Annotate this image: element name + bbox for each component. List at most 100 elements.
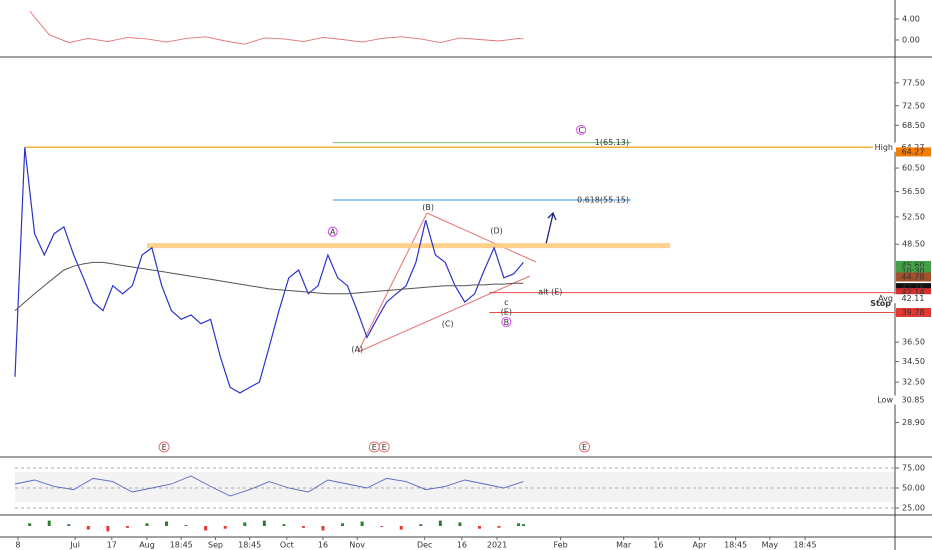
level-label: 1(65.13) (595, 138, 629, 147)
histogram-bar (458, 522, 462, 526)
histogram-bar (106, 526, 110, 532)
event-label: E (372, 443, 377, 452)
line-series (29, 10, 524, 45)
histogram-bar (419, 524, 423, 526)
histogram-bar (517, 523, 521, 526)
histogram-bar (360, 521, 364, 526)
event-marker (579, 441, 591, 453)
price-badge-label: 42.76 (902, 283, 925, 292)
x-tick-label: Feb (554, 541, 568, 550)
x-tick-label: Jul (69, 541, 80, 550)
wave-label: C (578, 126, 584, 135)
histogram-bar (477, 526, 481, 529)
histogram-bar (521, 524, 525, 526)
price-badge (896, 266, 931, 276)
price-badge (896, 142, 931, 152)
price-badge-label: 44.78 (902, 272, 925, 281)
level-label: 0.618(55.15) (577, 195, 629, 204)
price-badge (896, 283, 931, 293)
histogram-bar (165, 521, 169, 526)
wave-label: B (504, 318, 510, 327)
price-badge (896, 260, 931, 270)
price-badge (896, 272, 931, 282)
x-tick-label: Dec (417, 541, 432, 550)
x-tick-label: 17 (107, 541, 117, 550)
price-prefix-bg (873, 294, 896, 304)
histogram-bar (223, 526, 227, 529)
histogram-bar (262, 520, 266, 526)
y-tick-label: 32.50 (902, 378, 925, 387)
x-tick-label: 2021 (487, 541, 507, 550)
histogram-bar (47, 520, 51, 526)
x-tick-label: 18:45 (794, 541, 817, 550)
price-badge (896, 294, 931, 304)
histogram-bar (301, 526, 305, 528)
triangle-line (357, 212, 428, 353)
line-series (14, 261, 524, 311)
x-tick-label: Mar (616, 541, 632, 550)
histogram-bar (145, 523, 149, 526)
y-tick-label: 77.50 (902, 78, 925, 87)
event-marker (378, 441, 390, 453)
y-tick-label: 28.90 (902, 418, 925, 427)
x-tick-label: Sep (208, 541, 223, 550)
x-tick-label: 16 (318, 541, 328, 550)
histogram-bar (497, 526, 501, 528)
y-tick-label: 0.00 (902, 35, 920, 44)
price-prefix: High (875, 143, 893, 152)
price-badge-label: 45.60 (902, 261, 925, 270)
layer: 77.50 72.50 68.50 60.50 56.50 52.50 48.50 36.50… (14, 10, 931, 550)
line-series (14, 147, 524, 394)
histogram-bar (438, 520, 442, 526)
price-badge-label: 10:30 (901, 266, 924, 275)
histogram-bar (86, 526, 90, 530)
event-label: E (162, 443, 167, 452)
y-tick-label: 50.00 (902, 484, 925, 493)
triangle-line (426, 212, 537, 263)
stop-label: Stop (870, 299, 891, 308)
histogram-bar (243, 522, 247, 526)
event-label: E (582, 443, 587, 452)
price-prefix-bg (873, 142, 896, 152)
histogram-bar (67, 524, 71, 526)
histogram-bar (341, 523, 345, 526)
y-tick-label: 60.50 (902, 164, 925, 173)
x-tick-label: 16 (457, 541, 467, 550)
price-badge (896, 147, 931, 157)
event-label: E (382, 443, 387, 452)
rsi-band (15, 472, 895, 502)
triangle-line (357, 275, 531, 353)
wave-label: (B) (422, 203, 434, 212)
y-tick-label: 56.50 (902, 187, 925, 196)
price-badge (896, 395, 931, 405)
price-badge-label: 64.27 (902, 143, 925, 152)
y-tick-label: 52.50 (902, 212, 925, 221)
price-badge-label: 39.78 (902, 308, 925, 317)
histogram-bar (321, 526, 325, 531)
y-tick-label: 34.50 (902, 357, 925, 366)
event-marker (158, 441, 170, 453)
y-tick-label: 68.50 (902, 121, 925, 130)
x-tick-label: Aug (139, 541, 155, 550)
price-badge (896, 307, 931, 317)
x-tick-label: Oct (280, 541, 294, 550)
histogram-bar (184, 525, 188, 526)
histogram-bar (380, 526, 384, 527)
wave-label: (D) (490, 226, 502, 235)
price-badge-label: 64.27 (902, 147, 925, 156)
price-badge-label: 42.14 (902, 288, 925, 297)
histogram-bar (399, 526, 403, 530)
y-tick-label: 25.00 (902, 504, 925, 513)
histogram-bar (204, 526, 208, 531)
line-series (14, 475, 524, 497)
arrow-head (547, 211, 557, 221)
wave-circle (501, 316, 512, 327)
price-prefix: Low (877, 396, 893, 405)
x-tick-label: Nov (349, 541, 365, 550)
histogram-bar (125, 526, 129, 528)
x-tick-label: 18:45 (724, 541, 747, 550)
wave-label: c (504, 298, 508, 307)
price-badge (896, 288, 931, 298)
